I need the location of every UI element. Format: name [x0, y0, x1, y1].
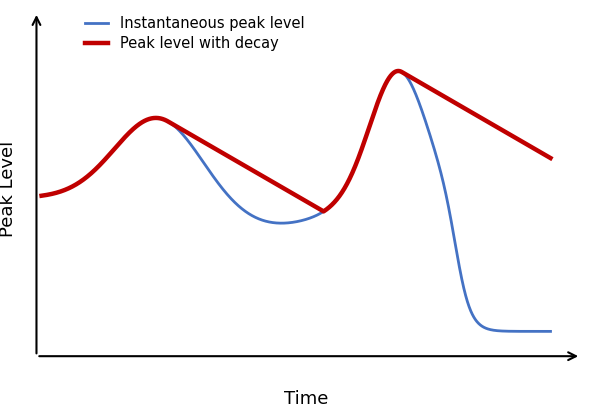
Text: Peak Level: Peak Level [0, 141, 17, 237]
Text: Time: Time [284, 390, 328, 408]
Legend: Instantaneous peak level, Peak level with decay: Instantaneous peak level, Peak level wit… [79, 10, 310, 57]
